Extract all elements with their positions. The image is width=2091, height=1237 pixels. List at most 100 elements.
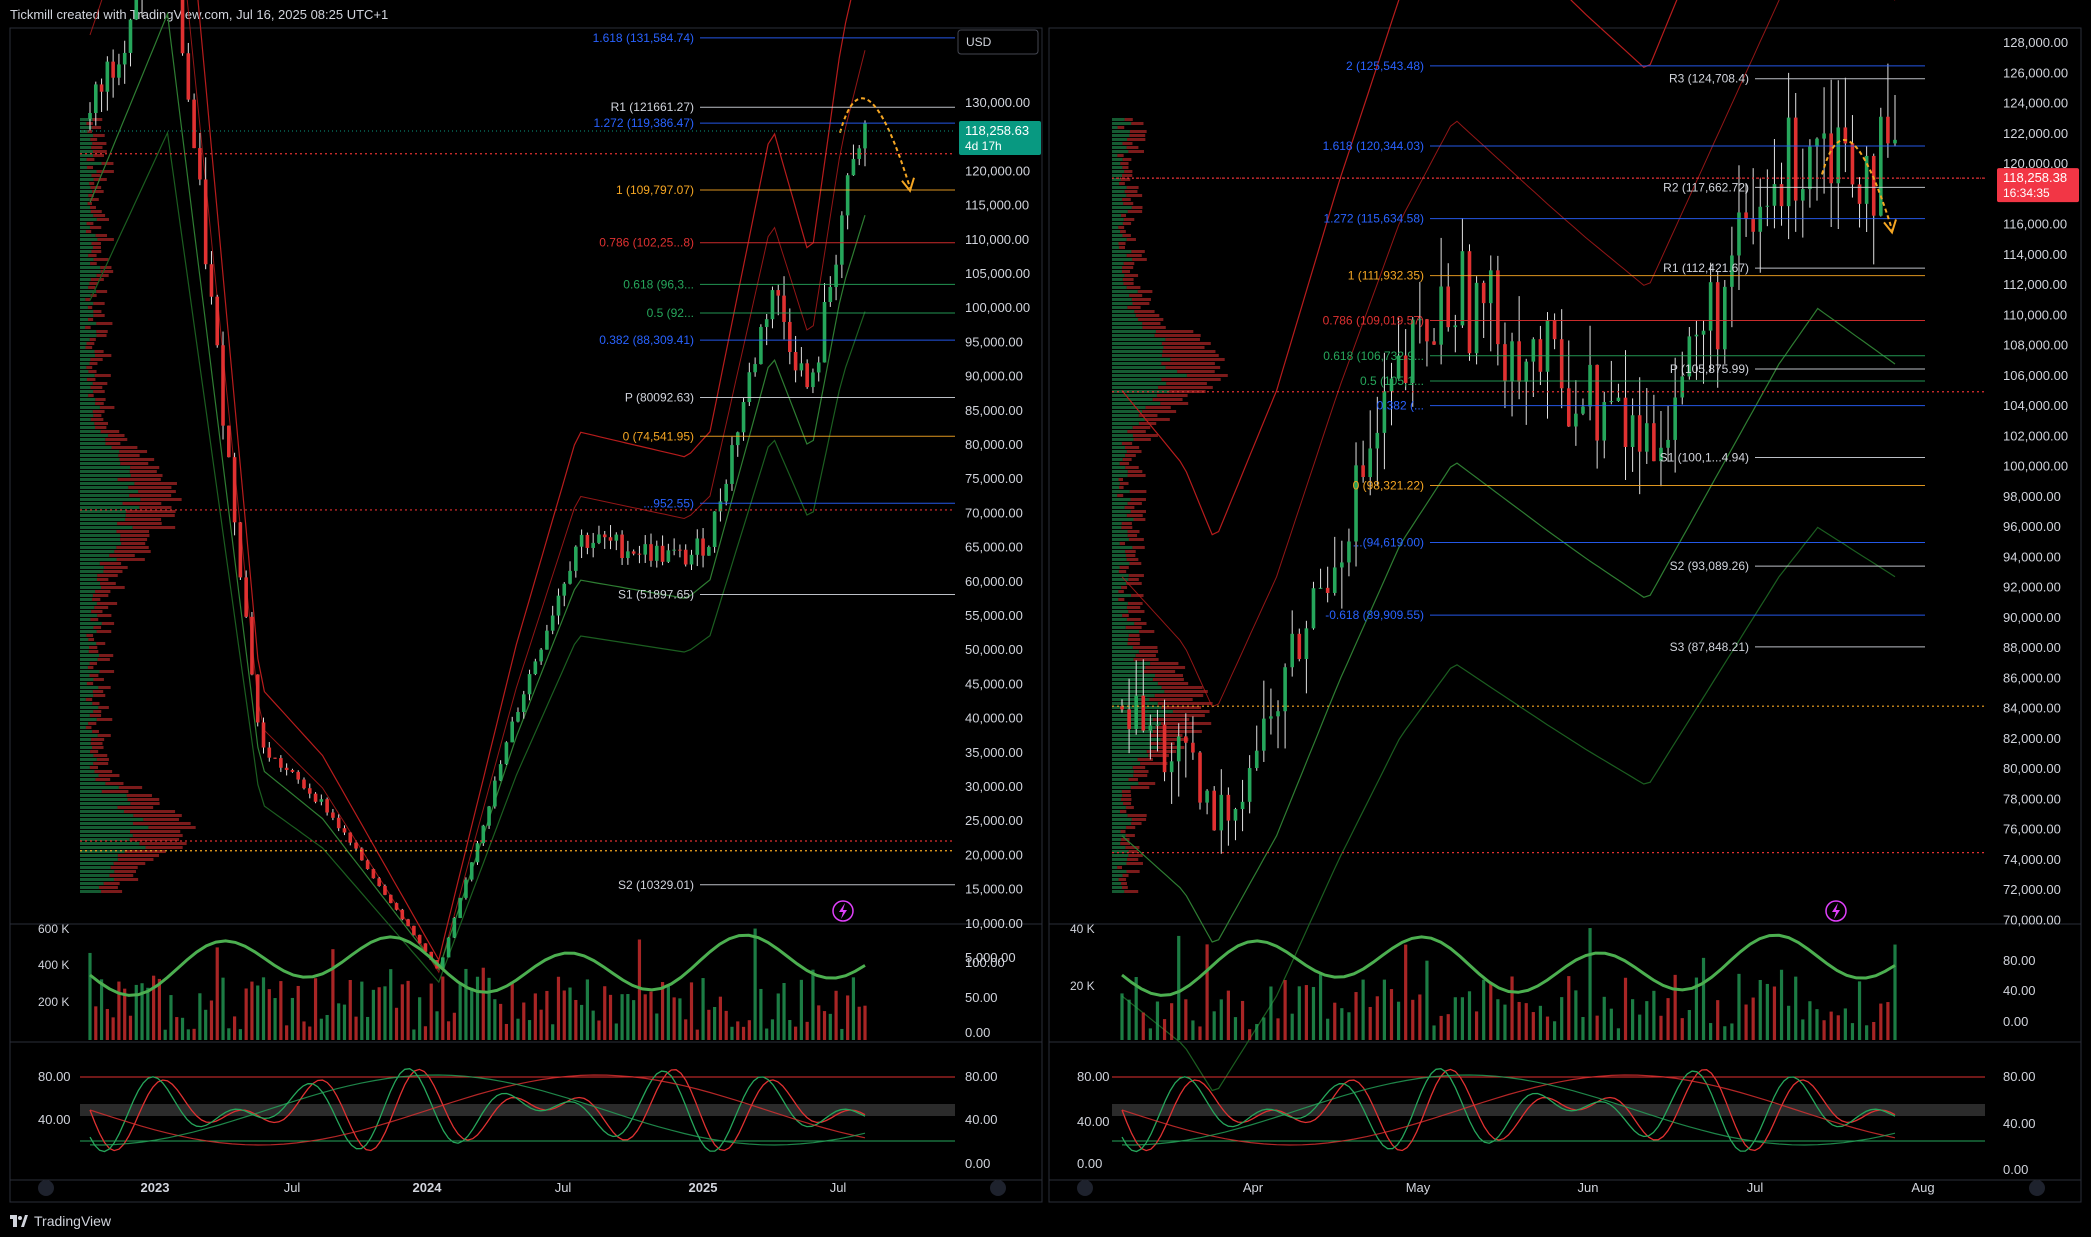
vp-bar-up [80,422,95,425]
vp-bar-down [1126,582,1142,585]
vp-bar-down [91,126,102,129]
candle-body [1418,319,1422,321]
volume-bar [1482,979,1486,1040]
volume-bar [1865,1025,1869,1040]
volume-bar [1503,1004,1507,1040]
stoch-axis-label-right: 0.00 [2003,1162,2028,1177]
vp-bar-down [1121,442,1133,445]
volume-bar [504,1023,509,1040]
vp-bar-down [1161,706,1202,709]
vp-bar-down [118,786,143,789]
vp-bar-down [1138,782,1156,785]
vp-bar-up [1112,222,1123,225]
vp-bar-up [80,518,126,521]
vp-bar-up [1112,318,1139,321]
candle-body [637,553,642,555]
volume-bar [1255,1024,1259,1040]
vp-bar-up [1112,762,1141,765]
vp-bar-up [1112,342,1162,345]
candle-body [296,771,301,780]
volume-bar [1290,1013,1294,1040]
vp-bar-down [98,686,111,689]
candle-body [695,538,700,555]
vp-bar-up [80,402,96,405]
vp-bar-down [1132,646,1158,649]
candle-body [1162,724,1167,773]
vp-bar-down [1128,610,1145,613]
volume-bar [232,1016,237,1040]
candle-body [1332,567,1337,593]
candle-body [313,793,318,802]
vp-bar-down [103,570,123,573]
vp-bar-down [130,466,160,469]
volume-bar [302,1021,306,1040]
volume-bar [753,928,757,1040]
volume-bar [1666,998,1670,1040]
vp-bar-down [92,190,104,193]
vp-bar-down [1150,662,1179,665]
candle-body [180,0,185,54]
price-tick-label: 105,000.00 [965,266,1030,281]
volume-bar [603,986,607,1040]
candle-body [1581,406,1585,414]
vp-bar-down [1145,406,1171,409]
vp-bar-up [1112,130,1130,133]
vp-bar-down [92,246,101,249]
vp-bar-up [1112,850,1129,853]
volume-bar [730,1026,734,1040]
volume-bar [1226,990,1230,1040]
candle-body [273,757,277,759]
candle-body [545,630,549,650]
vp-bar-up [80,798,128,801]
currency-label[interactable]: USD [966,35,992,49]
vp-bar-up [1112,194,1127,197]
candle-body [307,788,312,794]
vp-bar-down [105,782,124,785]
vp-bar-down [1127,306,1141,309]
vp-bar-up [80,474,131,477]
stoch-axis-label-right: 0.00 [965,1156,990,1171]
volume-bar [1737,973,1741,1040]
vp-bar-up [80,506,140,509]
volume-bar [1340,1008,1344,1040]
vp-bar-up [1112,614,1123,617]
vp-bar-up [80,550,115,553]
vp-bar-down [1125,454,1136,457]
vp-bar-down [139,506,172,509]
vp-bar-down [88,638,95,641]
vp-bar-down [1125,806,1134,809]
volume-bar [799,979,803,1040]
time-tick-label: 2023 [141,1180,170,1195]
vp-bar-up [80,694,94,697]
volume-bar [1623,977,1628,1040]
volume-bar [1474,1011,1479,1040]
vp-bar-down [1120,162,1129,165]
vp-bar-up [1112,182,1120,185]
candle-body [770,290,775,320]
vp-bar-up [80,322,97,325]
vp-bar-down [91,610,103,613]
candle-body [764,319,769,327]
volume-bar [152,975,156,1040]
vp-bar-down [1124,190,1138,193]
vp-bar-down [89,766,98,769]
time-tick-label: Apr [1243,1180,1264,1195]
vp-bar-down [96,602,118,605]
volume-bar [701,978,705,1040]
candle-body [1879,116,1883,216]
vp-bar-down [1144,418,1170,421]
volume-bar [250,981,254,1040]
vp-bar-up [1112,534,1128,537]
candle-body [747,372,752,403]
projection-arrowhead [1883,219,1897,235]
vp-bar-down [145,846,183,849]
vp-bar-up [80,478,118,481]
level-label: S2 (93,089.26) [1670,559,1749,573]
vp-bar-up [80,150,93,153]
stoch-slow-line [1121,1074,1896,1146]
tradingview-brand[interactable]: TradingView [10,1213,111,1229]
candle-body [1808,146,1812,190]
vp-bar-up [1112,158,1123,161]
vp-bar-up [1112,418,1145,421]
